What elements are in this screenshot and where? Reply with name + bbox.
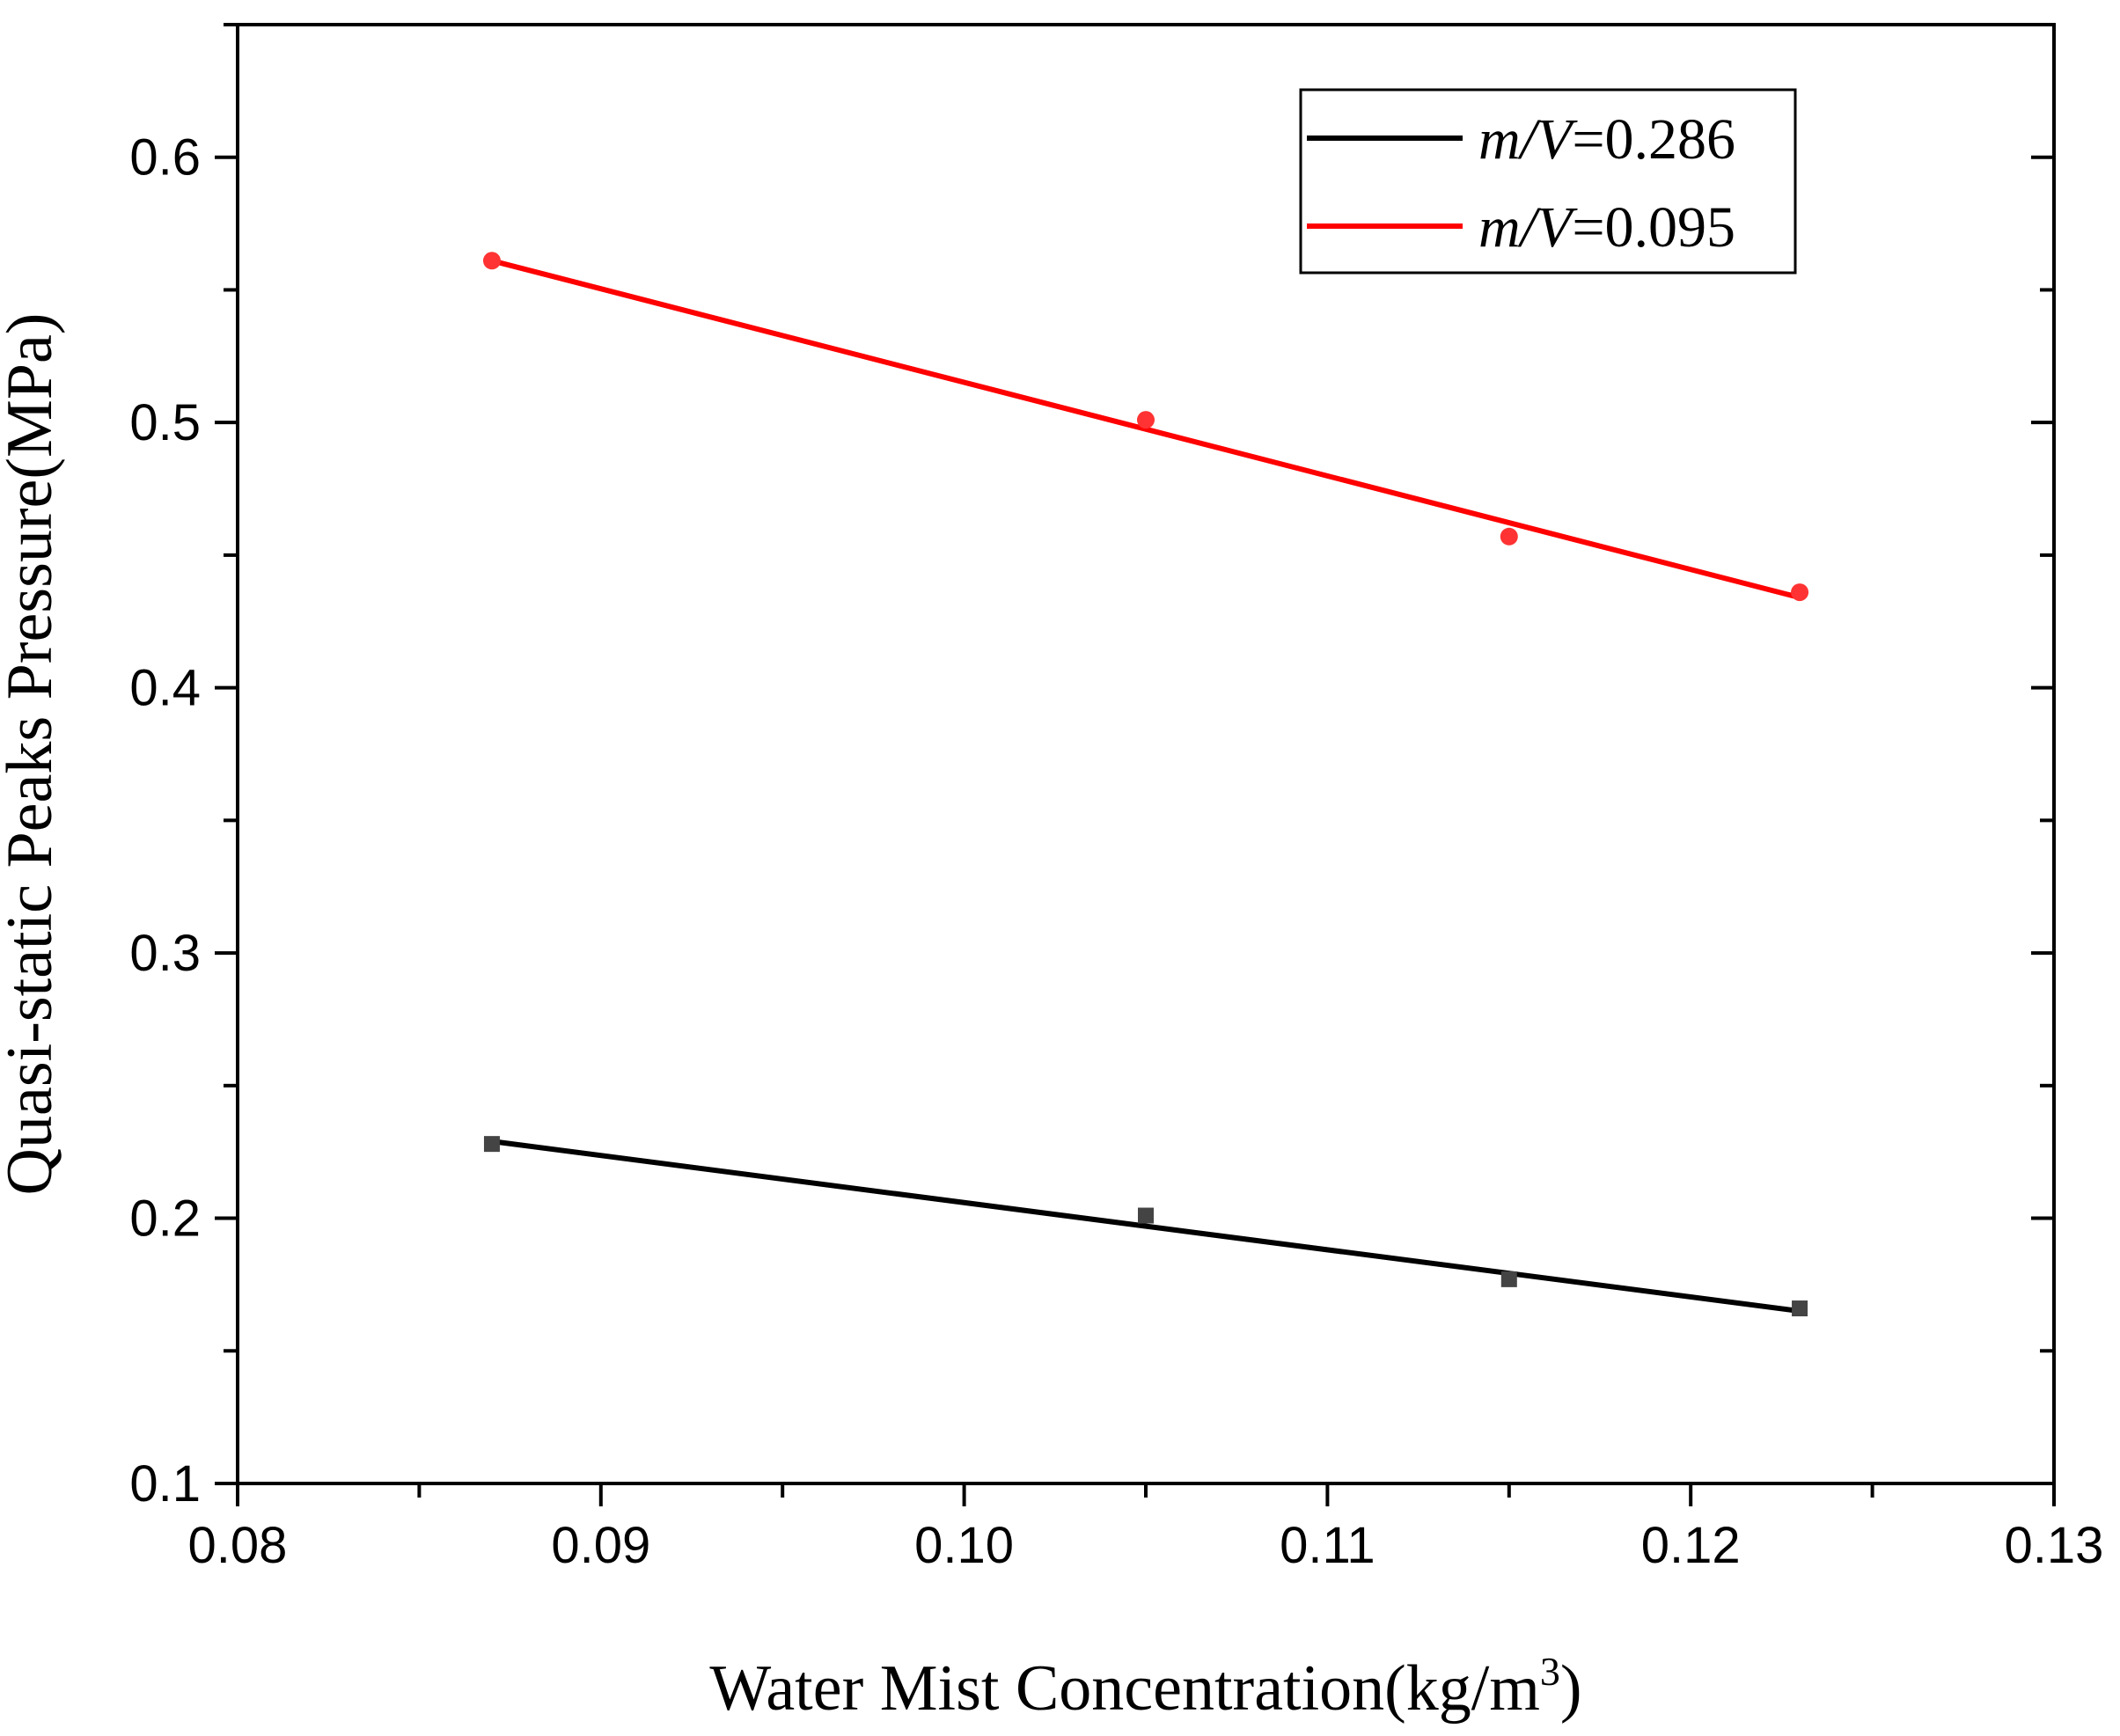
legend-label-series-1: m/V=0.286 xyxy=(1478,107,1735,172)
x-tick-label: 0.11 xyxy=(1280,1517,1375,1574)
data-point-series-1 xyxy=(1500,1271,1517,1287)
y-axis-label: Quasi-static Peaks Pressure(MPa) xyxy=(0,313,66,1196)
axis-ticks xyxy=(215,23,2056,1506)
y-tick-label: 0.1 xyxy=(129,1455,201,1513)
x-axis-label-close: ) xyxy=(1560,1652,1582,1725)
x-tick-label: 0.10 xyxy=(914,1517,1014,1574)
y-tick-label: 0.5 xyxy=(129,394,201,451)
data-point-series-1 xyxy=(1138,1207,1154,1224)
fit-line-series-1 xyxy=(491,1139,1801,1315)
x-tick-label: 0.08 xyxy=(188,1517,288,1574)
fit-lines xyxy=(491,258,1801,1315)
x-tick-label: 0.12 xyxy=(1641,1517,1741,1574)
axis-tick-labels: 0.08 0.09 0.10 0.11 0.12 0.13 0.1 0.2 0.3 0.4 0.5 0… xyxy=(129,129,2103,1574)
data-point-series-2 xyxy=(1500,527,1518,546)
data-point-series-1 xyxy=(1792,1300,1808,1317)
fit-line-series-2 xyxy=(491,258,1801,601)
x-axis-label-main: Water Mist Concentration(kg/m xyxy=(709,1652,1540,1725)
y-tick-label: 0.6 xyxy=(129,129,201,187)
data-point-series-2 xyxy=(482,252,501,270)
y-tick-label: 0.4 xyxy=(129,660,201,717)
legend: m/V=0.286 m/V=0.095 xyxy=(1299,88,1797,275)
data-point-series-2 xyxy=(1137,411,1155,429)
legend-box xyxy=(1299,88,1797,275)
y-tick-label: 0.3 xyxy=(129,925,201,982)
data-point-series-2 xyxy=(1791,583,1809,602)
data-point-series-1 xyxy=(483,1136,500,1153)
x-axis-label: Water Mist Concentration(kg/m3) xyxy=(709,1649,1581,1725)
legend-label-series-2: m/V=0.095 xyxy=(1478,195,1735,260)
x-tick-label: 0.09 xyxy=(551,1517,650,1574)
x-axis-label-superscript: 3 xyxy=(1540,1649,1560,1694)
x-tick-label: 0.13 xyxy=(2005,1517,2104,1574)
y-tick-label: 0.2 xyxy=(129,1190,201,1248)
data-points xyxy=(482,252,1809,1317)
